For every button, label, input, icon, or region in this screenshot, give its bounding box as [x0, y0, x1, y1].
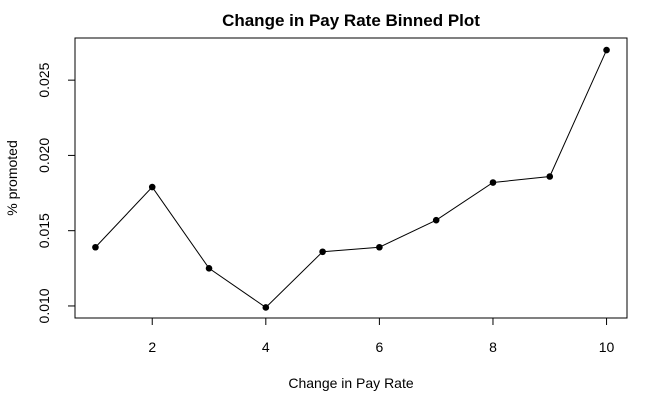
data-point — [262, 304, 270, 311]
data-point — [205, 265, 213, 272]
series-group — [92, 46, 610, 311]
plot-frame — [74, 37, 628, 319]
data-point — [489, 179, 497, 186]
data-point — [546, 173, 554, 180]
x-tick-label: 8 — [489, 339, 497, 355]
data-point — [376, 243, 383, 251]
data-point — [148, 183, 156, 191]
data-point — [432, 216, 440, 224]
chart-title: Change in Pay Rate Binned Plot — [222, 11, 480, 30]
x-tick-label: 10 — [599, 339, 615, 355]
series-line — [95, 49, 608, 309]
y-tick-label: 0.010 — [36, 288, 52, 323]
y-axis-label: % promoted — [4, 140, 20, 215]
y-tick-label: 0.020 — [36, 138, 52, 173]
y-axis: 0.010 0.015 0.020 0.025 — [36, 62, 76, 323]
x-tick-label: 4 — [262, 339, 270, 355]
x-axis: 2 4 6 8 10 — [148, 317, 615, 355]
y-tick-label: 0.015 — [36, 213, 52, 248]
data-point — [603, 46, 610, 54]
data-point — [92, 243, 99, 251]
data-point — [319, 248, 326, 256]
x-tick-label: 2 — [148, 339, 156, 355]
x-axis-label: Change in Pay Rate — [288, 375, 414, 391]
x-tick-label: 6 — [375, 339, 383, 355]
y-tick-label: 0.025 — [36, 62, 52, 97]
